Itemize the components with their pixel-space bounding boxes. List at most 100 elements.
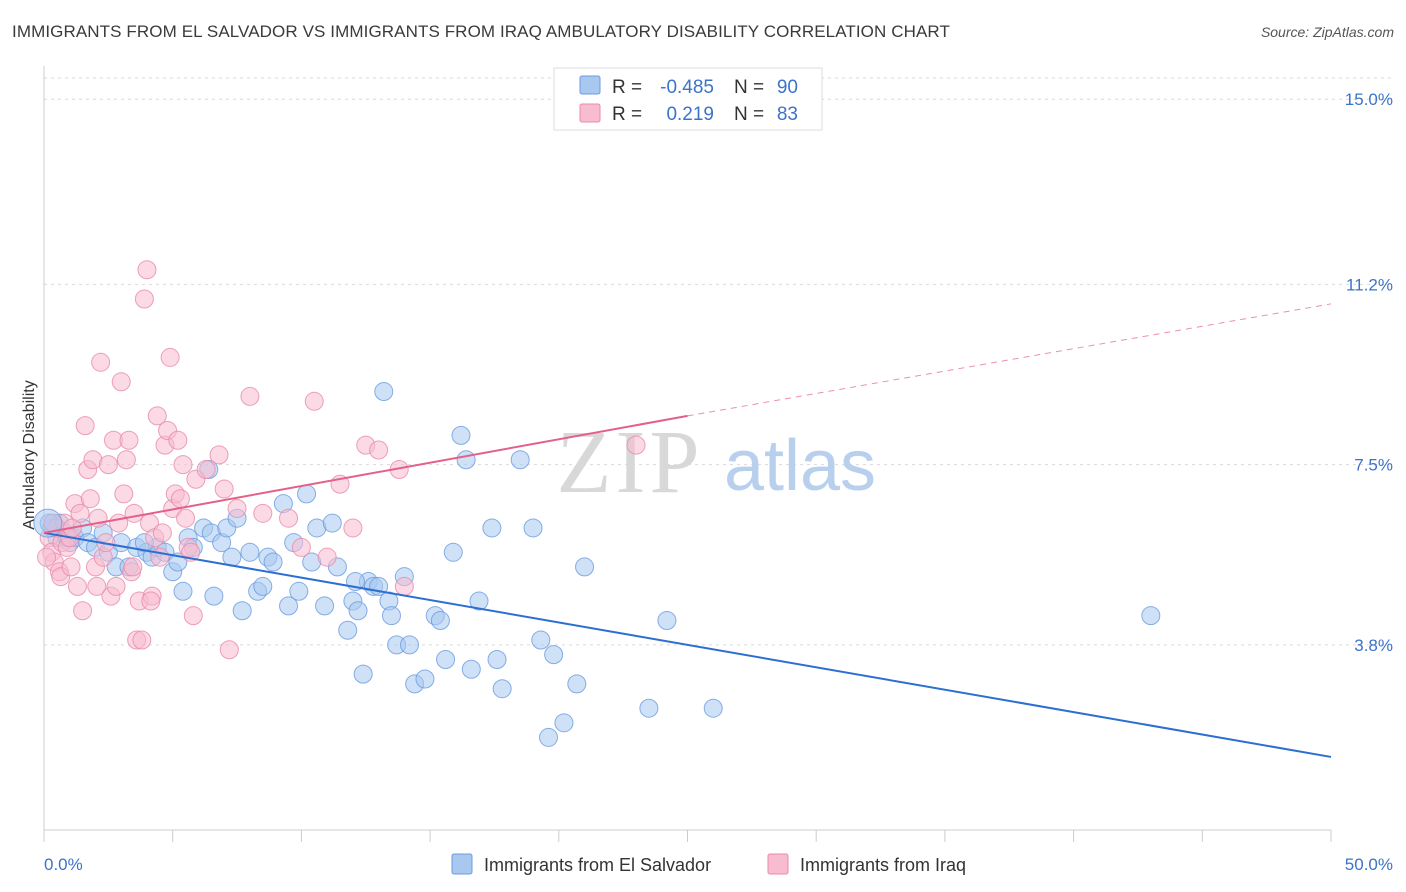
data-point [232,601,252,621]
data-point [317,547,337,567]
data-point [374,382,394,402]
legend-r-value-2: 0.219 [666,104,714,125]
data-point [523,518,543,538]
data-point [141,591,161,611]
data-point [109,513,129,533]
data-point [430,611,450,631]
legend-n-label-2: N = [734,104,764,125]
y-tick-label: 7.5% [1354,456,1393,475]
data-point [168,430,188,450]
data-point [240,386,260,406]
x-tick-label-min: 0.0% [44,855,83,874]
bottom-legend-swatch-salvador [451,853,473,875]
data-point [173,455,193,475]
legend-n-value-1: 90 [777,77,798,98]
axes [43,66,1332,842]
data-point [111,372,131,392]
data-point [703,698,723,718]
data-point [348,601,368,621]
data-point [173,581,193,601]
data-point [315,596,335,616]
x-tick-label-max: 50.0% [1345,855,1393,874]
data-point [119,430,139,450]
legend-swatch-salvador [579,75,601,95]
data-point [116,450,136,470]
data-point [289,581,309,601]
data-point [209,445,229,465]
data-point [70,503,90,523]
legend-n-value-2: 83 [777,104,798,125]
data-point [461,659,481,679]
data-point [240,542,260,562]
data-point [657,611,677,631]
data-point [183,606,203,626]
data-point [626,435,646,455]
data-point [322,513,342,533]
data-point [510,450,530,470]
data-point [531,630,551,650]
y-tick-label: 3.8% [1354,636,1393,655]
data-point [297,484,317,504]
data-point [469,591,489,611]
watermark-atlas: atlas [724,426,876,506]
data-point [539,727,559,747]
trend-line-iraq-solid [43,414,688,534]
data-point [451,425,471,445]
data-point [482,518,502,538]
y-axis-label: Ambulatory Disability [21,380,38,529]
data-point [75,416,95,436]
data-point [67,576,87,596]
legend-r-label-2: R = [612,104,642,125]
legend-swatch-iraq [579,103,601,123]
data-point [124,503,144,523]
data-point [152,523,172,543]
data-point [343,518,363,538]
data-point [80,489,100,509]
data-point [253,576,273,596]
data-point [61,557,81,577]
chart-title: IMMIGRANTS FROM EL SALVADOR VS IMMIGRANT… [12,22,950,41]
legend-r-value-1: -0.485 [660,77,714,98]
data-point [567,674,587,694]
data-point [37,547,57,567]
data-point [1141,606,1161,626]
data-point [394,576,414,596]
data-point [73,601,93,621]
data-point [415,669,435,689]
trend-line-iraq-dashed [687,303,1332,417]
data-point [291,537,311,557]
data-point [219,640,239,660]
data-point [253,503,273,523]
bottom-legend-swatch-iraq [767,853,789,875]
data-point [381,606,401,626]
data-point [137,260,157,280]
trend-line-salvador [43,531,1332,758]
data-point [263,552,283,572]
data-point [279,596,299,616]
zipatlas-watermark: ZIP atlas [557,413,877,512]
data-point [204,586,224,606]
data-point [91,352,111,372]
iraq-points [37,260,646,660]
data-point [279,508,299,528]
data-point [436,649,456,669]
data-point [98,455,118,475]
data-point [170,489,190,509]
source-note: Source: ZipAtlas.com [1260,24,1394,40]
correlation-legend: R = -0.485 N = 90 R = 0.219 N = 83 [553,67,823,131]
data-point [160,347,180,367]
data-point [369,440,389,460]
data-point [487,649,507,669]
data-point [87,576,107,596]
y-tick-label: 15.0% [1345,90,1393,109]
data-point [132,630,152,650]
data-point [134,289,154,309]
data-point [147,406,167,426]
trend-lines [43,303,1332,758]
data-point [443,542,463,562]
bottom-legend-label-salvador: Immigrants from El Salvador [484,855,711,875]
data-point [227,498,247,518]
bottom-legend-label-iraq: Immigrants from Iraq [800,855,966,875]
data-point [196,459,216,479]
